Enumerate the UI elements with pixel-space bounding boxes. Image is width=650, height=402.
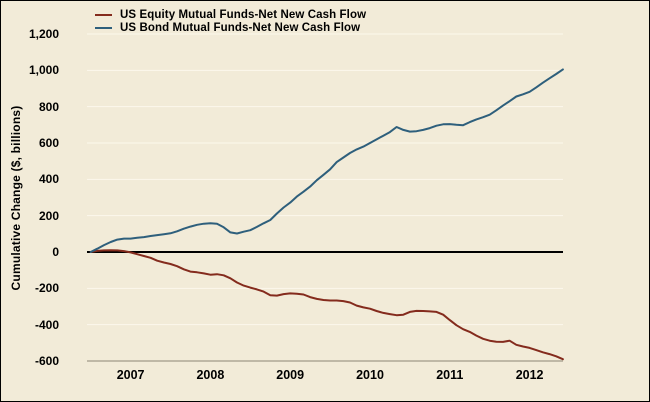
legend-line-swatch xyxy=(95,26,112,29)
series-line-0 xyxy=(89,249,564,361)
x-tick-label: 2010 xyxy=(356,368,384,382)
y-tick-label: 400 xyxy=(38,172,59,187)
y-tick-label: 0 xyxy=(52,245,59,259)
y-tick-label: 600 xyxy=(38,136,59,150)
y-tick-label: -600 xyxy=(34,354,59,368)
x-tick-label: 2009 xyxy=(276,368,305,382)
y-tick-label: 800 xyxy=(38,99,59,114)
legend-line-swatch xyxy=(95,13,112,16)
y-tick-label: 1,000 xyxy=(28,63,59,78)
y-tick-label: -400 xyxy=(34,317,59,332)
x-tick-label: 2011 xyxy=(436,368,464,382)
legend-label: US Equity Mutual Funds-Net New Cash Flow xyxy=(120,8,367,21)
series-line-1 xyxy=(89,68,564,253)
legend-entry-0: US Equity Mutual Funds-Net New Cash Flow xyxy=(95,8,366,21)
y-tick-label: 200 xyxy=(38,208,59,223)
y-axis-title: Cumulative Change ($, billions) xyxy=(9,105,23,291)
legend-label: US Bond Mutual Funds-Net New Cash Flow xyxy=(120,21,361,34)
x-tick-label: 2008 xyxy=(196,368,225,382)
legend-entry-1: US Bond Mutual Funds-Net New Cash Flow xyxy=(95,21,366,34)
x-tick-label: 2007 xyxy=(116,368,145,382)
y-tick-label: 1,200 xyxy=(28,27,59,41)
x-tick-label: 2012 xyxy=(515,368,544,382)
legend: US Equity Mutual Funds-Net New Cash Flow… xyxy=(95,8,366,34)
y-tick-label: -200 xyxy=(34,281,59,296)
